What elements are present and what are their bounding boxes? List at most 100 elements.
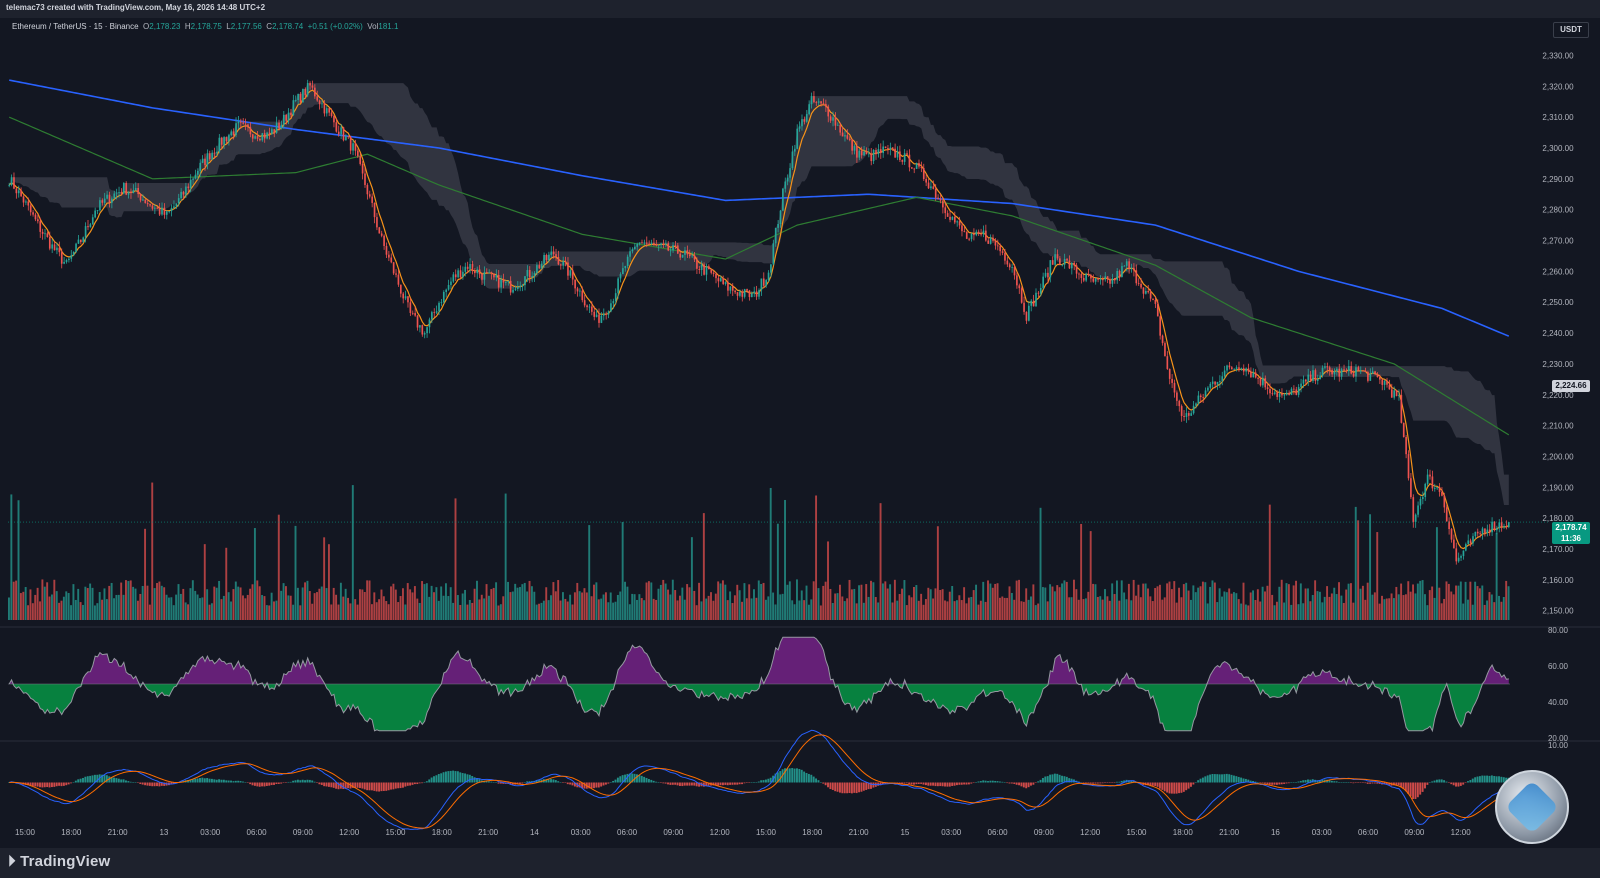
volume-bar <box>905 605 908 620</box>
candle-body <box>793 148 796 152</box>
candle-body <box>939 199 942 201</box>
candle-body <box>956 221 959 223</box>
macd-histogram-bar <box>55 782 58 787</box>
macd-histogram-bar <box>1130 780 1133 783</box>
candle-body <box>650 242 653 244</box>
candle-body <box>1269 388 1271 394</box>
macd-histogram-bar <box>559 782 562 783</box>
candle-body <box>531 275 533 278</box>
candle-body <box>891 147 894 149</box>
time-tick-label: 18:00 <box>1173 828 1194 837</box>
candle-body <box>177 198 180 204</box>
candle-body <box>901 159 904 162</box>
candle-body <box>56 247 58 251</box>
candle-body <box>1226 365 1228 371</box>
macd-histogram-bar <box>1357 782 1360 783</box>
volume-bar <box>953 601 956 620</box>
candle-body <box>739 291 741 296</box>
volume-bar <box>442 595 445 620</box>
macd-histogram-bar <box>1424 782 1426 789</box>
volume-bar <box>1068 597 1071 620</box>
macd-histogram-bar <box>280 782 283 784</box>
macd-histogram-bar <box>1118 781 1121 783</box>
candle-body <box>813 96 815 103</box>
volume-bar <box>571 604 574 620</box>
volume-bar <box>870 580 872 620</box>
macd-histogram-bar <box>1450 782 1453 785</box>
macd-histogram-bar <box>903 782 906 784</box>
macd-histogram-bar <box>1455 782 1457 787</box>
candle-body <box>290 112 292 116</box>
macd-histogram-bar <box>803 771 806 783</box>
candle-body <box>1500 522 1503 528</box>
macd-histogram-bar <box>84 776 87 783</box>
macd-histogram-bar <box>1173 782 1176 794</box>
candle-body <box>1094 278 1097 282</box>
macd-histogram-bar <box>956 782 958 786</box>
volume-bar <box>318 588 321 620</box>
volume-bar <box>1500 601 1503 620</box>
candle-body <box>1297 387 1300 395</box>
macd-histogram-bar <box>528 781 531 783</box>
candle-body <box>848 138 851 141</box>
candle-body <box>17 190 20 194</box>
candle-body <box>562 261 565 266</box>
currency-unit-button[interactable]: USDT <box>1553 22 1589 38</box>
symbol-name[interactable]: Ethereum / TetherUS · 15 · Binance <box>12 22 139 31</box>
candle-body <box>772 243 775 265</box>
volume-bar <box>578 591 581 620</box>
volume-bar <box>1412 584 1415 620</box>
sma-mid-line <box>8 116 1510 436</box>
candle-body <box>163 207 166 215</box>
macd-histogram-bar <box>284 782 287 783</box>
macd-histogram-bar <box>390 782 392 790</box>
volume-bar <box>495 582 498 620</box>
volume-bar <box>404 604 407 620</box>
volume-bar <box>824 581 827 620</box>
tradingview-logo[interactable]: ⏵ TradingView <box>8 853 110 870</box>
volume-bar <box>232 589 235 620</box>
volume-bar <box>55 591 58 620</box>
volume-bar <box>853 588 856 620</box>
volume-bar <box>234 581 237 620</box>
volume-bar <box>368 580 371 620</box>
candle-body <box>1185 413 1188 417</box>
time-tick-label: 03:00 <box>1312 828 1333 837</box>
macd-histogram-bar <box>332 782 335 788</box>
macd-histogram-bar <box>519 782 521 784</box>
candle-body <box>1469 540 1472 544</box>
candle-body <box>1011 267 1013 268</box>
macd-histogram-bar <box>1170 782 1173 794</box>
macd-histogram-bar <box>72 782 75 783</box>
volume-bar <box>17 500 20 620</box>
volume-bar <box>944 600 946 620</box>
macd-histogram-bar <box>421 782 424 784</box>
macd-histogram-bar <box>46 782 49 788</box>
time-tick-label: 18:00 <box>802 828 823 837</box>
candle-body <box>79 239 82 243</box>
candle-body <box>729 286 732 291</box>
volume-bar <box>528 580 531 620</box>
candle-body <box>256 136 259 139</box>
macd-histogram-bar <box>910 782 913 785</box>
candle-body <box>645 242 648 244</box>
macd-histogram-bar <box>827 782 829 788</box>
candle-body <box>53 244 56 251</box>
volume-bar <box>1209 586 1212 620</box>
macd-histogram-bar <box>573 782 576 787</box>
candle-body <box>364 173 366 185</box>
macd-histogram-bar <box>581 782 584 789</box>
candle-body <box>304 89 307 96</box>
volume-bar <box>170 597 173 620</box>
macd-histogram-bar <box>242 781 244 783</box>
candle-body <box>552 251 555 255</box>
macd-histogram-bar <box>1361 782 1364 783</box>
volume-bar <box>447 596 450 620</box>
volume-bar <box>741 601 744 620</box>
candle-body <box>263 133 266 139</box>
volume-bar <box>77 588 80 620</box>
macd-histogram-bar <box>717 782 720 786</box>
volume-bar <box>760 583 763 620</box>
macd-histogram-bar <box>220 779 223 783</box>
